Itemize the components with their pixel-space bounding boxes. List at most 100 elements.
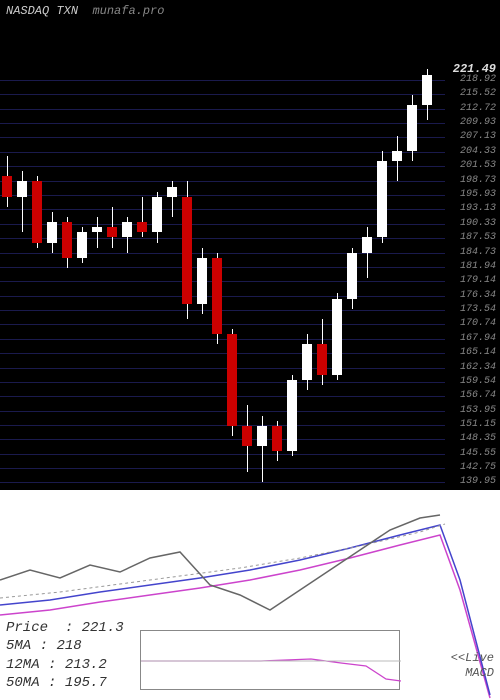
price-level-label: 198.73 bbox=[460, 176, 496, 186]
candle-body bbox=[32, 181, 42, 242]
candle bbox=[135, 0, 149, 490]
candle bbox=[210, 0, 224, 490]
price-level-label: 187.53 bbox=[460, 233, 496, 243]
stat-price: Price : 221.3 bbox=[6, 619, 124, 637]
candle bbox=[45, 0, 59, 490]
candle bbox=[315, 0, 329, 490]
price-level-label: 179.14 bbox=[460, 276, 496, 286]
price-level-label: 170.74 bbox=[460, 319, 496, 329]
stat-5ma: 5MA : 218 bbox=[6, 637, 124, 655]
candle-body bbox=[242, 426, 252, 446]
price-level-label: 218.92 bbox=[460, 75, 496, 85]
price-level-label: 201.53 bbox=[460, 161, 496, 171]
candle bbox=[30, 0, 44, 490]
candle bbox=[360, 0, 374, 490]
candle bbox=[420, 0, 434, 490]
candle-body bbox=[347, 253, 357, 299]
price-level-label: 156.74 bbox=[460, 391, 496, 401]
mini-svg bbox=[141, 631, 401, 691]
candle-body bbox=[422, 75, 432, 106]
candle bbox=[15, 0, 29, 490]
price-level-label: 162.34 bbox=[460, 363, 496, 373]
price-level-label: 212.72 bbox=[460, 104, 496, 114]
candle bbox=[375, 0, 389, 490]
candle-wick bbox=[97, 217, 98, 248]
price-level-label: 145.55 bbox=[460, 449, 496, 459]
candle-body bbox=[137, 222, 147, 232]
candle-body bbox=[212, 258, 222, 334]
candle-body bbox=[152, 197, 162, 233]
candle-body bbox=[92, 227, 102, 232]
price-level-label: 151.15 bbox=[460, 420, 496, 430]
candle bbox=[240, 0, 254, 490]
candle bbox=[300, 0, 314, 490]
price-level-label: 165.14 bbox=[460, 348, 496, 358]
candle bbox=[180, 0, 194, 490]
price-level-label: 195.93 bbox=[460, 190, 496, 200]
price-level-label: 184.73 bbox=[460, 248, 496, 258]
price-level-label: 181.94 bbox=[460, 262, 496, 272]
candle bbox=[270, 0, 284, 490]
candle bbox=[225, 0, 239, 490]
candle-wick bbox=[22, 171, 23, 232]
stats-box: Price : 221.3 5MA : 218 12MA : 213.2 50M… bbox=[6, 619, 124, 692]
symbol-label: TXN bbox=[56, 4, 78, 18]
candle bbox=[390, 0, 404, 490]
candle bbox=[60, 0, 74, 490]
candle bbox=[0, 0, 14, 490]
candlestick-chart: NASDAQ TXN munafa.pro 221.49 218.92 215.5… bbox=[0, 0, 500, 490]
candle-body bbox=[62, 222, 72, 258]
price-level-label: 173.54 bbox=[460, 305, 496, 315]
price-level-label: 148.35 bbox=[460, 434, 496, 444]
price-level-label: 153.95 bbox=[460, 406, 496, 416]
price-level-label: 139.95 bbox=[460, 477, 496, 487]
candle bbox=[105, 0, 119, 490]
mini-chart-box bbox=[140, 630, 400, 690]
candle-body bbox=[317, 344, 327, 375]
candle-body bbox=[167, 187, 177, 197]
candle-body bbox=[377, 161, 387, 237]
candle-wick bbox=[367, 227, 368, 278]
candle bbox=[120, 0, 134, 490]
candle-body bbox=[2, 176, 12, 196]
candle bbox=[255, 0, 269, 490]
candle-body bbox=[407, 105, 417, 151]
candle bbox=[345, 0, 359, 490]
candle-body bbox=[182, 197, 192, 304]
price-level-label: 176.34 bbox=[460, 291, 496, 301]
candle bbox=[330, 0, 344, 490]
stat-12ma: 12MA : 213.2 bbox=[6, 656, 124, 674]
exchange-label: NASDAQ bbox=[6, 4, 49, 18]
candle-body bbox=[392, 151, 402, 161]
candle-body bbox=[362, 237, 372, 252]
current-price: 221.49 bbox=[453, 62, 496, 76]
indicator-line bbox=[0, 515, 440, 610]
candle-body bbox=[122, 222, 132, 237]
price-level-label: 193.13 bbox=[460, 204, 496, 214]
price-level-label: 167.94 bbox=[460, 334, 496, 344]
live-macd-label: <<Live MACD bbox=[451, 651, 494, 680]
indicator-line bbox=[0, 524, 445, 598]
candle bbox=[285, 0, 299, 490]
candle-body bbox=[77, 232, 87, 257]
candle-body bbox=[197, 258, 207, 304]
candle bbox=[75, 0, 89, 490]
price-level-label: 142.75 bbox=[460, 463, 496, 473]
candle-body bbox=[47, 222, 57, 242]
candle-body bbox=[107, 227, 117, 237]
chart-header: NASDAQ TXN munafa.pro bbox=[6, 4, 164, 18]
price-level-label: 204.33 bbox=[460, 147, 496, 157]
candle-body bbox=[257, 426, 267, 446]
candle bbox=[150, 0, 164, 490]
candle-body bbox=[227, 334, 237, 426]
candle-body bbox=[272, 426, 282, 451]
macd-indicator: Price : 221.3 5MA : 218 12MA : 213.2 50M… bbox=[0, 500, 500, 700]
candle bbox=[90, 0, 104, 490]
price-level-label: 159.54 bbox=[460, 377, 496, 387]
price-level-label: 190.33 bbox=[460, 219, 496, 229]
candle bbox=[165, 0, 179, 490]
price-level-label: 215.52 bbox=[460, 89, 496, 99]
candle-body bbox=[17, 181, 27, 196]
candle-body bbox=[302, 344, 312, 380]
mini-line bbox=[141, 659, 401, 681]
